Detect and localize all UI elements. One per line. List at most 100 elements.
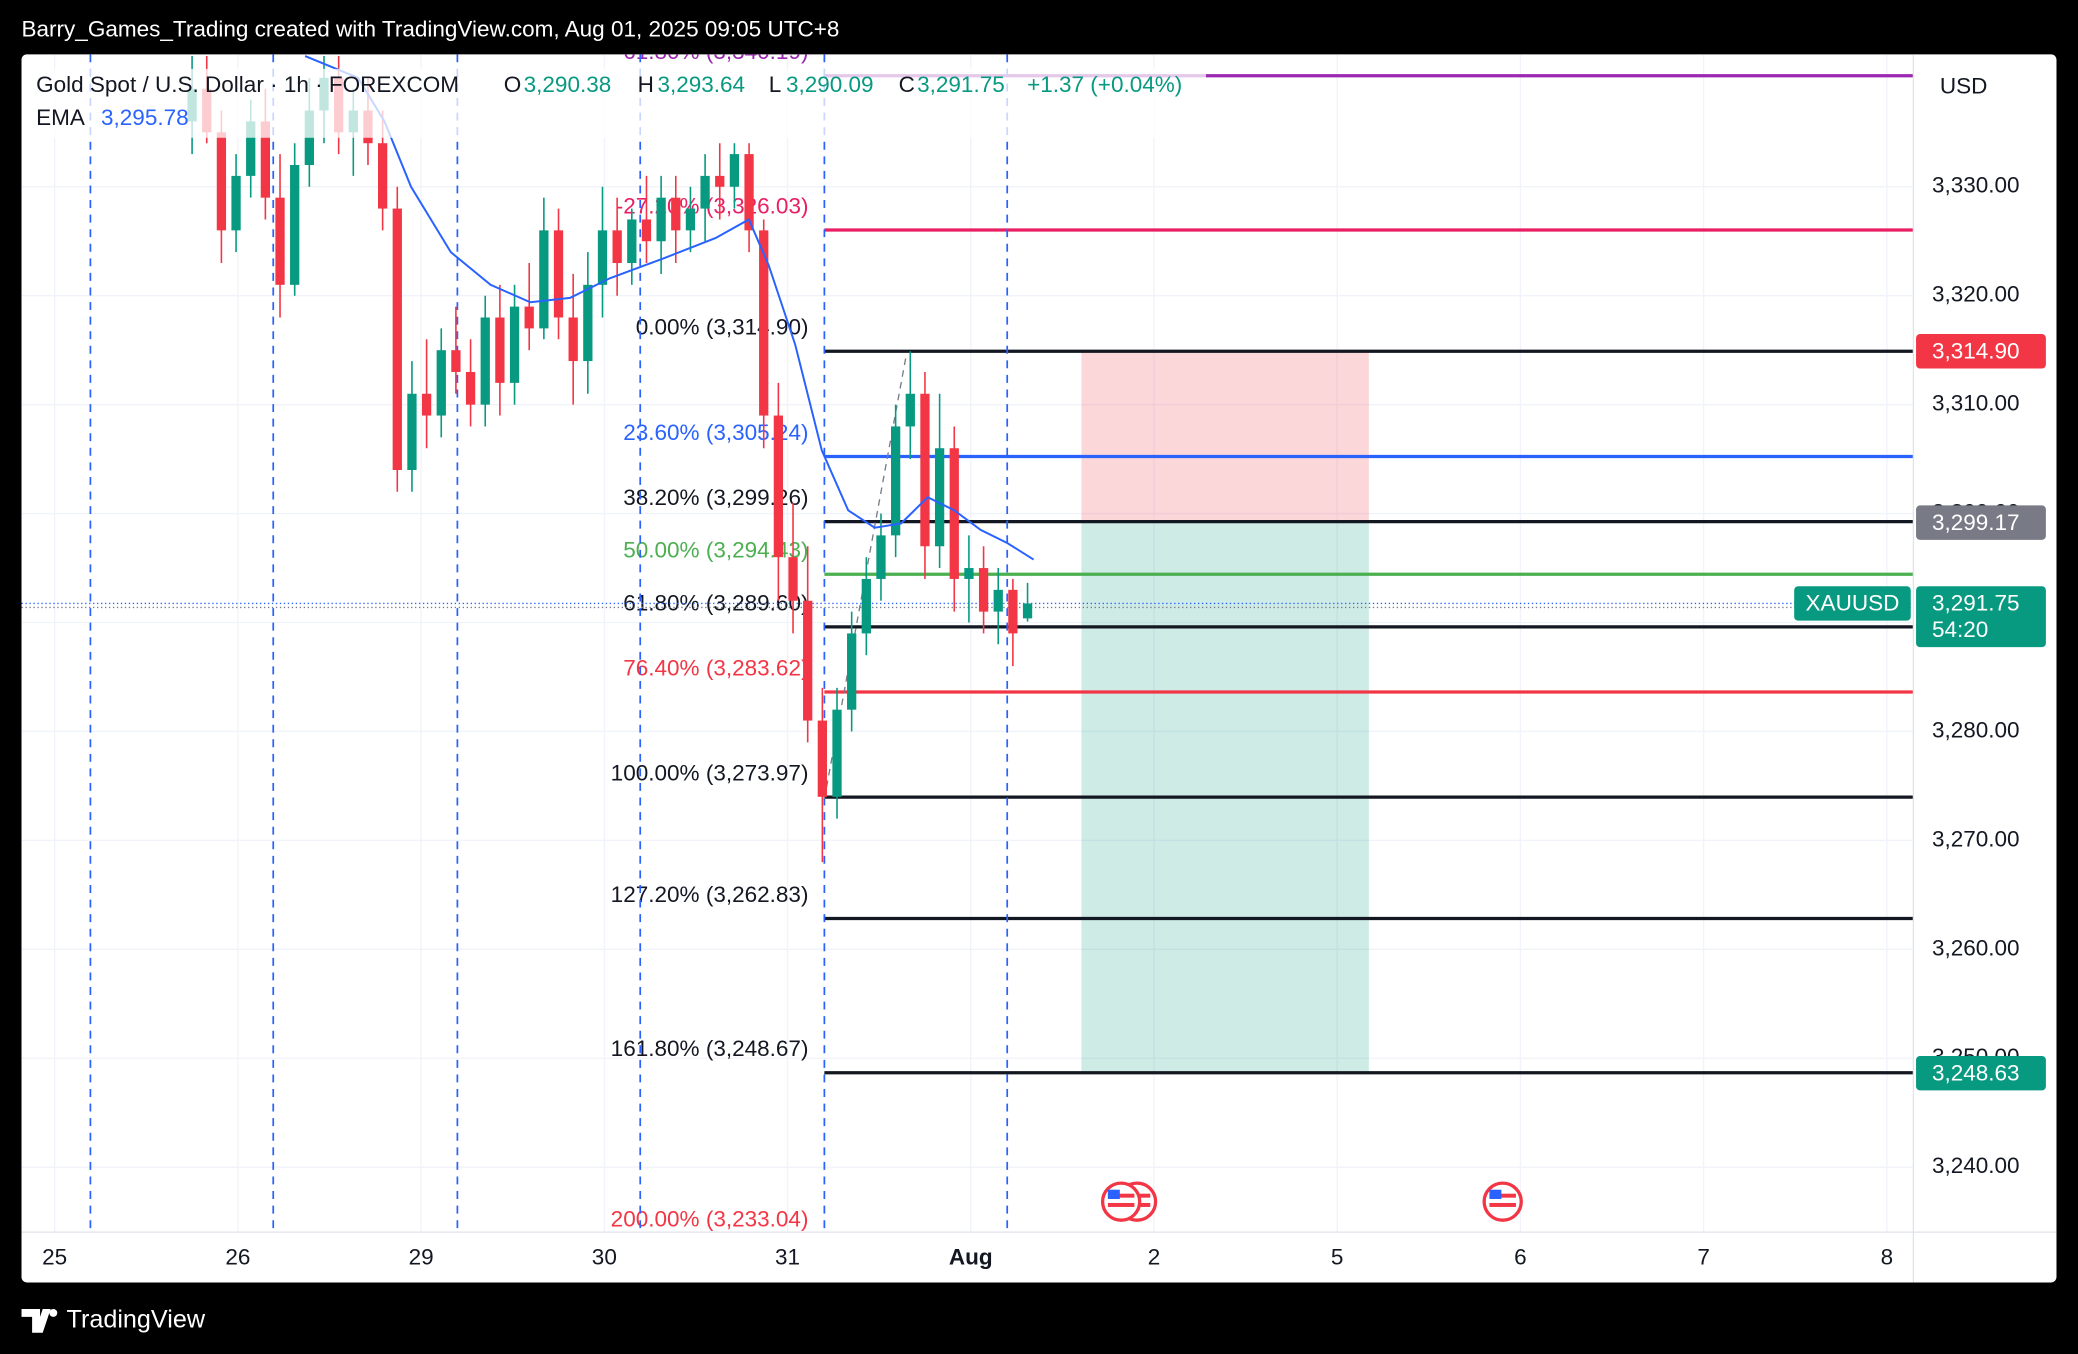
candle-body xyxy=(568,317,578,362)
candle-body xyxy=(715,175,725,187)
legend: Gold Spot / U.S. Dollar · 1h · FOREXCOM … xyxy=(26,68,1206,138)
candle-body xyxy=(891,426,901,536)
y-tick-label: 3,260.00 xyxy=(1932,935,2020,960)
price-badge xyxy=(1916,1055,2046,1091)
x-tick-label: 29 xyxy=(409,1245,434,1270)
price-badge-label: 3,248.63 xyxy=(1932,1060,2020,1085)
candle-body xyxy=(656,197,666,242)
price-badge-label: 3,299.17 xyxy=(1932,510,2020,535)
candle-body xyxy=(216,132,227,231)
legend-low: 3,290.09 xyxy=(786,72,874,97)
fib-label: 100.00% (3,273.97) xyxy=(611,761,809,786)
fib-label: 76.40% (3,283.62) xyxy=(623,655,808,680)
legend-open: 3,290.38 xyxy=(524,72,612,97)
ema-line xyxy=(304,55,1035,561)
candle-body xyxy=(641,219,652,242)
legend-high: 3,293.64 xyxy=(657,72,745,97)
candle-body xyxy=(436,350,446,416)
stop-zone xyxy=(1081,351,1369,523)
candle-body xyxy=(407,393,417,471)
candle-body xyxy=(978,568,989,612)
symbol-tag xyxy=(1794,586,1911,621)
x-tick-label: 6 xyxy=(1514,1245,1527,1270)
chart-panel xyxy=(21,54,2057,1283)
candle-body xyxy=(905,393,915,427)
us-flag xyxy=(1100,1181,1142,1222)
candle-body xyxy=(803,600,813,721)
y-tick-label: 3,240.00 xyxy=(1932,1153,2020,1178)
fib-label: -61.80% (3,340.19) xyxy=(616,39,809,64)
last-price-badge xyxy=(1916,586,2046,648)
candle-body xyxy=(993,589,1003,612)
legend-ema: 3,295.78 xyxy=(101,105,189,130)
candle-body xyxy=(495,317,505,383)
fib-label: 161.80% (3,248.67) xyxy=(611,1036,809,1061)
candle-body xyxy=(847,633,857,710)
currency: USD xyxy=(1940,73,1988,98)
candle-body xyxy=(612,230,622,264)
candle-body xyxy=(260,121,271,198)
fib-label: 0.00% (3,314.90) xyxy=(636,315,809,340)
x-tick-label: 5 xyxy=(1331,1245,1344,1270)
candle-body xyxy=(685,208,696,231)
legend-c: C xyxy=(899,72,915,97)
candle-body xyxy=(246,121,256,176)
candle-body xyxy=(949,448,959,579)
x-tick-label: 25 xyxy=(42,1245,67,1270)
x-tick-label: 26 xyxy=(225,1245,250,1270)
legend-change: +1.37 (+0.04%) xyxy=(1027,72,1182,97)
x-tick-label: 31 xyxy=(775,1245,800,1270)
candle-body xyxy=(964,568,974,579)
header: Barry_Games_Trading created with Trading… xyxy=(22,16,840,41)
candle-body xyxy=(377,143,388,209)
candle-body xyxy=(465,371,476,405)
symbol-tag-label: XAUUSD xyxy=(1806,591,1900,616)
price-badge-label: 3,314.90 xyxy=(1932,339,2020,364)
event-icons xyxy=(1100,1181,1523,1222)
candle-body xyxy=(920,393,930,547)
brand-logo-dot xyxy=(49,1308,58,1317)
candle-body xyxy=(861,578,871,634)
candle-body xyxy=(744,154,754,231)
price-badge xyxy=(1916,505,2046,540)
candle-body xyxy=(480,317,490,405)
x-tick-label: 7 xyxy=(1697,1245,1710,1270)
candle-body xyxy=(700,175,710,209)
candle-body xyxy=(275,197,285,285)
x-tick-label: 30 xyxy=(592,1245,617,1270)
y-tick-label: 3,320.00 xyxy=(1932,282,2020,307)
candle-body xyxy=(597,230,608,285)
brand: TradingView xyxy=(21,1306,206,1334)
x-tick-label: 8 xyxy=(1881,1245,1894,1270)
candle-body xyxy=(421,393,432,416)
candle-body xyxy=(539,230,549,329)
candle-body xyxy=(729,154,740,187)
candle-body xyxy=(509,306,520,383)
candle-body xyxy=(671,197,681,231)
fib-label: 200.00% (3,233.04) xyxy=(611,1206,809,1231)
candle-body xyxy=(583,284,593,362)
candle-body xyxy=(876,535,886,579)
candle-body xyxy=(451,350,461,372)
candle-body xyxy=(1022,603,1033,619)
candle-body xyxy=(759,230,769,416)
fib-label: -27.20% (3,326.03) xyxy=(616,193,809,218)
candle-body xyxy=(934,448,945,547)
fib-label: 127.20% (3,262.83) xyxy=(611,882,809,907)
candle-body xyxy=(773,415,784,558)
legend-backdrop xyxy=(26,68,1206,138)
price-badges: 3,314.90 3,299.17 3,248.63 XAUUSD 3,291.7554… xyxy=(1794,334,2046,1091)
legend-close: 3,291.75 xyxy=(917,72,1005,97)
candle-body xyxy=(392,208,402,471)
brand-logo xyxy=(21,1308,51,1333)
y-tick-label: 3,310.00 xyxy=(1932,391,2020,416)
last-price-label: 3,291.75 xyxy=(1932,591,2020,616)
candle-body xyxy=(817,720,827,797)
x-tick-label: Aug xyxy=(949,1245,993,1270)
candle-body xyxy=(553,230,564,318)
legend-ema-label: EMA xyxy=(36,105,85,130)
brand-name: TradingView xyxy=(67,1306,206,1334)
y-tick-label: 3,270.00 xyxy=(1932,826,2020,851)
